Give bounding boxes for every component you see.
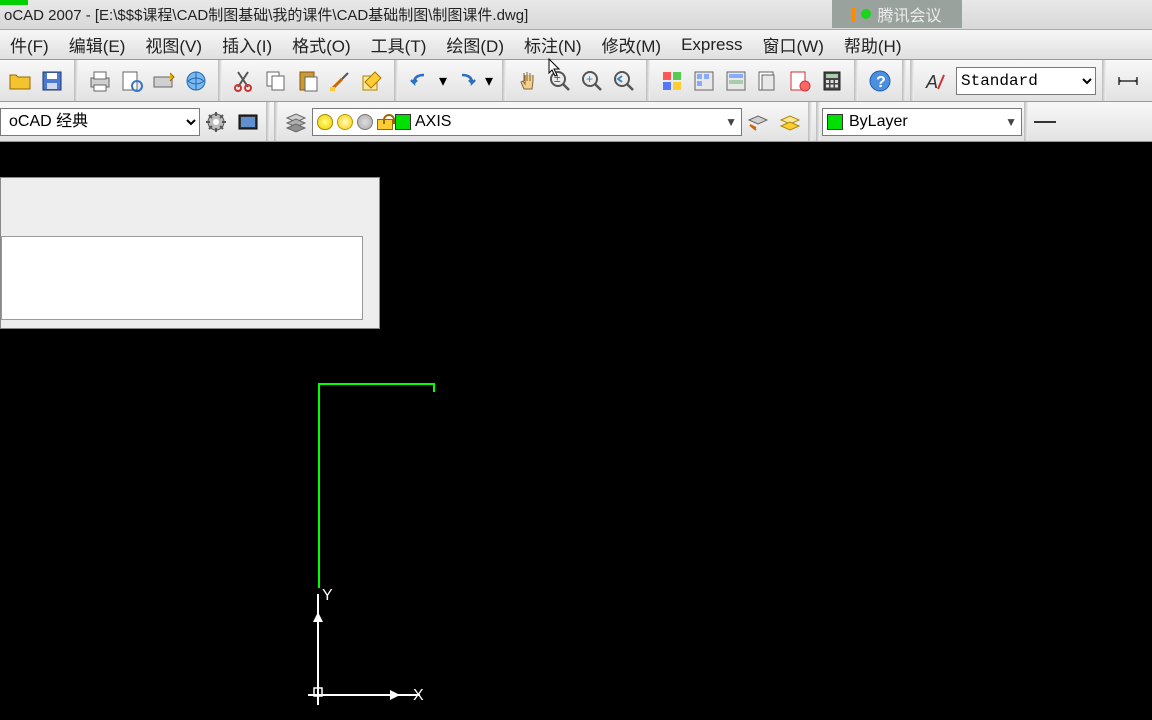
menu-help[interactable]: 帮助(H) — [834, 28, 912, 61]
markup-set-button[interactable] — [784, 65, 816, 97]
paste-button[interactable] — [292, 65, 324, 97]
layer-select[interactable]: AXIS ▼ — [312, 108, 742, 136]
zoom-window-button[interactable]: + — [576, 65, 608, 97]
workspace-settings-button[interactable] — [200, 106, 232, 138]
color-swatch — [827, 114, 843, 130]
undo-dropdown[interactable]: ▾ — [436, 65, 450, 97]
layer-toolbar: oCAD 经典 AXIS ▼ ByLayer ▼ — [0, 102, 1152, 142]
plot-preview-button[interactable] — [116, 65, 148, 97]
design-center-button[interactable] — [688, 65, 720, 97]
svg-text:X: X — [413, 687, 424, 704]
chevron-down-icon: ▼ — [725, 115, 737, 129]
chevron-down-icon: ▼ — [1005, 115, 1017, 129]
pan-button[interactable] — [512, 65, 544, 97]
layer-vpthaw-icon — [357, 114, 373, 130]
svg-text:+: + — [586, 72, 593, 86]
menu-edit[interactable]: 编辑(E) — [59, 28, 136, 61]
undo-button[interactable] — [404, 65, 436, 97]
toolbar-separator — [902, 60, 906, 101]
linetype-sample-icon — [1034, 121, 1056, 123]
ucs-icon: X Y — [300, 580, 450, 720]
copy-button[interactable] — [260, 65, 292, 97]
menu-file[interactable]: 件(F) — [0, 28, 59, 61]
layer-name-label: AXIS — [415, 113, 451, 131]
my-workspace-button[interactable] — [232, 106, 264, 138]
toolbar-separator — [910, 60, 914, 101]
text-style-select[interactable]: Standard — [956, 67, 1096, 95]
menu-format[interactable]: 格式(O) — [282, 28, 361, 61]
svg-text:A: A — [925, 72, 938, 92]
redo-button[interactable] — [450, 65, 482, 97]
window-title: oCAD 2007 - [E:\$$$课程\CAD制图基础\我的课件\CAD基础… — [4, 4, 528, 25]
svg-text:?: ? — [876, 74, 886, 91]
toolbar-separator — [646, 60, 650, 101]
layer-unlock-icon — [377, 114, 391, 130]
standard-toolbar: ▾ ▾ ± + ? A Standard — [0, 60, 1152, 102]
tencent-meeting-badge: 腾讯会议 — [832, 0, 962, 28]
zoom-previous-button[interactable] — [608, 65, 640, 97]
menu-tools[interactable]: 工具(T) — [361, 28, 437, 61]
menu-window[interactable]: 窗口(W) — [753, 28, 834, 61]
sheet-set-button[interactable] — [752, 65, 784, 97]
mouse-cursor-icon — [548, 58, 562, 78]
match-properties-button[interactable] — [324, 65, 356, 97]
floating-command-panel[interactable] — [0, 177, 380, 329]
menu-insert[interactable]: 插入(I) — [212, 28, 282, 61]
dim-style-icon[interactable] — [1112, 65, 1144, 97]
title-bar: oCAD 2007 - [E:\$$$课程\CAD制图基础\我的课件\CAD基础… — [0, 0, 1152, 30]
publish-button[interactable] — [148, 65, 180, 97]
layer-properties-manager-button[interactable] — [280, 106, 312, 138]
redo-dropdown[interactable]: ▾ — [482, 65, 496, 97]
tool-palettes-button[interactable] — [720, 65, 752, 97]
menu-view[interactable]: 视图(V) — [135, 28, 212, 61]
layer-color-swatch — [395, 114, 411, 130]
highlight-strip — [0, 0, 28, 5]
toolbar-separator — [1102, 60, 1106, 101]
toolbar-separator — [394, 60, 398, 101]
workspace-select[interactable]: oCAD 经典 — [0, 108, 200, 136]
layer-states-button[interactable] — [774, 106, 806, 138]
text-style-icon[interactable]: A — [920, 65, 952, 97]
block-editor-button[interactable] — [356, 65, 388, 97]
help-button[interactable]: ? — [864, 65, 896, 97]
toolbar-separator — [808, 102, 812, 141]
command-input-area[interactable] — [1, 236, 363, 320]
status-dot-icon — [861, 9, 871, 19]
3d-dwf-button[interactable] — [180, 65, 212, 97]
properties-button[interactable] — [656, 65, 688, 97]
open-button[interactable] — [4, 65, 36, 97]
toolbar-separator — [854, 60, 858, 101]
color-label: ByLayer — [849, 113, 908, 131]
layer-on-icon — [317, 114, 333, 130]
cut-button[interactable] — [228, 65, 260, 97]
quickcalc-button[interactable] — [816, 65, 848, 97]
svg-text:Y: Y — [322, 587, 333, 604]
signal-icon — [852, 7, 855, 21]
badge-label: 腾讯会议 — [877, 2, 941, 26]
save-button[interactable] — [36, 65, 68, 97]
toolbar-separator — [502, 60, 506, 101]
menu-dimension[interactable]: 标注(N) — [514, 28, 592, 61]
menu-draw[interactable]: 绘图(D) — [436, 28, 514, 61]
toolbar-separator — [266, 102, 270, 141]
layer-previous-button[interactable] — [742, 106, 774, 138]
layer-thaw-icon — [337, 114, 353, 130]
color-select[interactable]: ByLayer ▼ — [822, 108, 1022, 136]
toolbar-separator — [1024, 102, 1028, 141]
toolbar-separator — [74, 60, 78, 101]
menu-bar: 件(F) 编辑(E) 视图(V) 插入(I) 格式(O) 工具(T) 绘图(D)… — [0, 30, 1152, 60]
plot-button[interactable] — [84, 65, 116, 97]
toolbar-separator — [274, 102, 278, 141]
toolbar-separator — [816, 102, 820, 141]
toolbar-separator — [218, 60, 222, 101]
menu-modify[interactable]: 修改(M) — [592, 28, 671, 61]
menu-express[interactable]: Express — [671, 31, 752, 59]
